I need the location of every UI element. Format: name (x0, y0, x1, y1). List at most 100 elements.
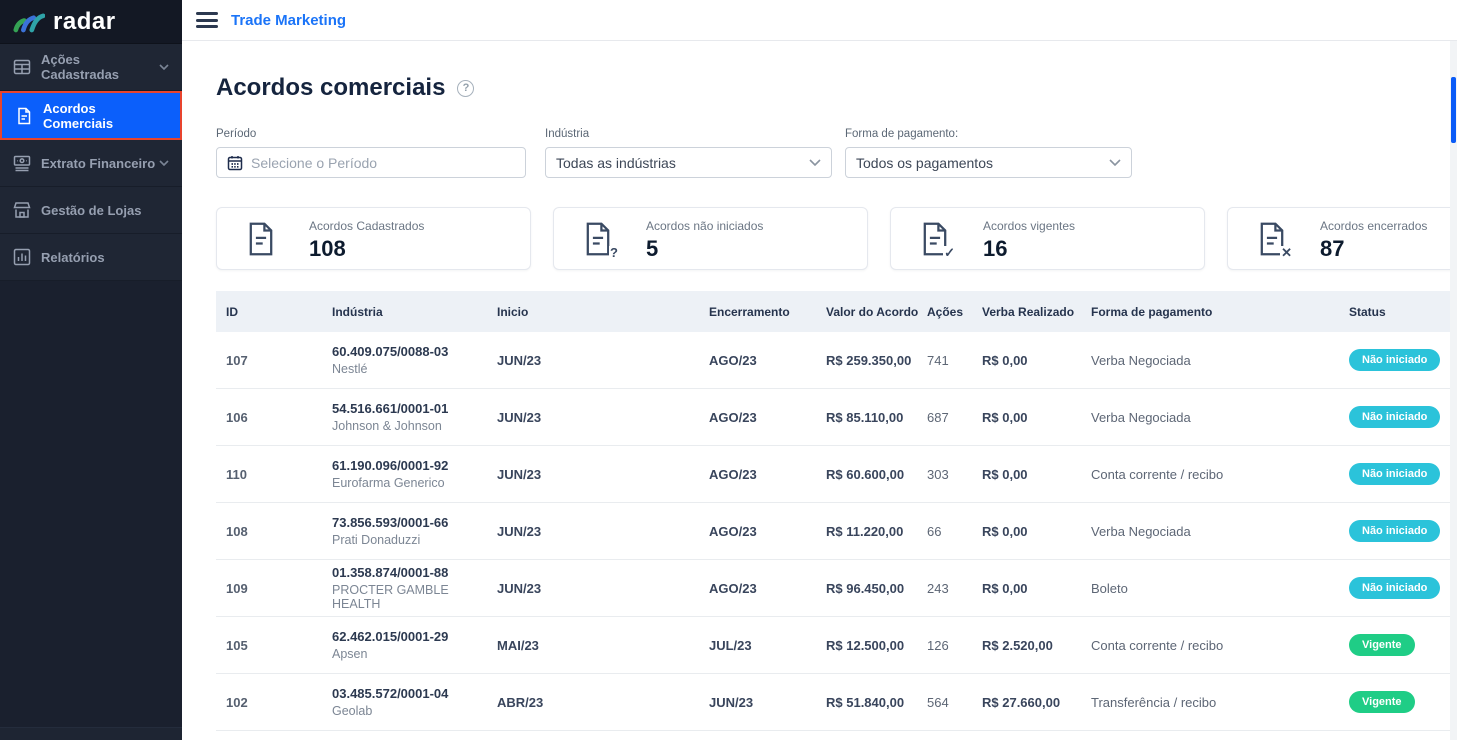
status-badge: Não iniciado (1349, 463, 1441, 485)
store-icon (13, 201, 31, 219)
table-row[interactable]: 110 61.190.096/0001-92 Eurofarma Generic… (216, 446, 1457, 503)
sidebar-nav: Ações Cadastradas Acordos Comerciais (0, 44, 182, 281)
sidebar: radar Ações Cadastradas Acordos Co (0, 0, 182, 740)
filter-pagamento: Forma de pagamento: Todos os pagamentos (845, 128, 1132, 178)
bar-chart-icon (13, 248, 31, 266)
calendar-icon (227, 155, 243, 171)
column-header-id: ID (226, 304, 238, 319)
table-header-row: ID Indústria Inicio Encerramento Valor d… (216, 291, 1457, 332)
column-header-encerramento: Encerramento (709, 304, 790, 319)
period-date-input[interactable]: Selecione o Período (216, 147, 526, 178)
radar-waves-icon (13, 9, 45, 34)
card-label: Acordos Cadastrados (309, 219, 425, 233)
summary-cards: Acordos Cadastrados 108 ? Acordos não in… (216, 207, 1457, 270)
column-header-status: Status (1349, 304, 1386, 319)
logo-text: radar (53, 7, 116, 35)
card-label: Acordos encerrados (1320, 219, 1428, 233)
sidebar-item-label: Gestão de Lojas (41, 202, 142, 218)
filter-label: Indústria (545, 128, 590, 140)
sidebar-item-label: Extrato Financeiro (41, 155, 156, 171)
sidebar-item-acoes-cadastradas[interactable]: Ações Cadastradas (0, 44, 182, 91)
help-icon[interactable]: ? (457, 79, 475, 97)
receipt-icon (13, 154, 31, 172)
card-value: 16 (983, 236, 1008, 261)
status-badge: Vigente (1349, 634, 1415, 656)
company-name: Nestlé (332, 362, 368, 376)
card-value: 5 (646, 236, 659, 261)
scrollbar-thumb[interactable] (1451, 77, 1456, 143)
company-name: Prati Donaduzzi (332, 533, 421, 547)
table-row[interactable]: 108 73.856.593/0001-66 Prati Donaduzzi J… (216, 503, 1457, 560)
filter-periodo: Período Selecione o Período (216, 128, 526, 178)
column-header-inicio: Inicio (497, 304, 529, 319)
cnpj: 60.409.075/0088-03 (332, 344, 449, 359)
filter-label: Período (216, 128, 257, 140)
filter-label: Forma de pagamento: (845, 128, 959, 140)
status-badge: Não iniciado (1349, 577, 1441, 599)
main-content: Acordos comerciais ? Período Selecione o… (182, 41, 1457, 740)
cnpj: 73.856.593/0001-66 (332, 515, 449, 530)
card-acordos-vigentes: ✓ Acordos vigentes 16 (890, 207, 1205, 270)
document-check-icon: ✓ (920, 222, 955, 259)
company-name: Apsen (332, 647, 368, 661)
card-label: Acordos vigentes (983, 219, 1076, 233)
table-row[interactable]: 106 54.516.661/0001-01 Johnson & Johnson… (216, 389, 1457, 446)
table-row[interactable]: 105 62.462.015/0001-29 Apsen MAI/23 JUL/… (216, 617, 1457, 674)
document-icon (246, 222, 276, 256)
cnpj: 62.462.015/0001-29 (332, 629, 449, 644)
column-header-valor: Valor do Acordo (826, 304, 919, 319)
document-x-icon: ✕ (1257, 222, 1292, 259)
sidebar-item-label: Relatórios (41, 249, 105, 265)
cnpj: 54.516.661/0001-01 (332, 401, 449, 416)
table-row[interactable]: 109 01.358.874/0001-88 PROCTER GAMBLE HE… (216, 560, 1457, 617)
company-name: Johnson & Johnson (332, 419, 442, 433)
card-acordos-encerrados: ✕ Acordos encerrados 87 (1227, 207, 1457, 270)
cnpj: 61.190.096/0001-92 (332, 458, 449, 473)
period-placeholder: Selecione o Período (251, 154, 378, 171)
app-logo[interactable]: radar (0, 0, 182, 44)
company-name: Geolab (332, 704, 373, 718)
page-title: Acordos comerciais (216, 74, 446, 101)
card-acordos-nao-iniciados: ? Acordos não iniciados 5 (553, 207, 868, 270)
chevron-down-icon (809, 159, 821, 166)
document-question-icon: ? (583, 222, 618, 259)
payment-select[interactable]: Todos os pagamentos (845, 147, 1132, 178)
column-header-industria: Indústria (332, 304, 383, 319)
table-icon (13, 58, 31, 76)
agreements-table: ID Indústria Inicio Encerramento Valor d… (216, 291, 1457, 731)
column-header-acoes: Ações (927, 304, 964, 319)
sidebar-footer (0, 727, 182, 740)
sidebar-item-gestao-de-lojas[interactable]: Gestão de Lojas (0, 187, 182, 234)
status-badge: Não iniciado (1349, 520, 1441, 542)
card-label: Acordos não iniciados (646, 219, 764, 233)
sidebar-item-relatorios[interactable]: Relatórios (0, 234, 182, 281)
industry-select-value: Todas as indústrias (556, 154, 676, 171)
card-value: 87 (1320, 236, 1345, 261)
card-acordos-cadastrados: Acordos Cadastrados 108 (216, 207, 531, 270)
cnpj: 01.358.874/0001-88 (332, 565, 449, 580)
sidebar-item-label: Acordos Comerciais (43, 100, 114, 131)
chevron-down-icon (159, 64, 169, 70)
company-name: PROCTER GAMBLE HEALTH (332, 583, 449, 611)
breadcrumb[interactable]: Trade Marketing (231, 11, 347, 29)
sidebar-item-extrato-financeiro[interactable]: Extrato Financeiro (0, 140, 182, 187)
scrollbar-track[interactable] (1450, 41, 1457, 740)
table-row[interactable]: 107 60.409.075/0088-03 Nestlé JUN/23 AGO… (216, 332, 1457, 389)
filter-industria: Indústria Todas as indústrias (545, 128, 832, 178)
sidebar-item-label: Ações Cadastradas (41, 52, 120, 82)
status-badge: Não iniciado (1349, 349, 1441, 371)
chevron-down-icon (159, 160, 169, 166)
file-icon (15, 107, 33, 125)
cnpj: 03.485.572/0001-04 (332, 686, 449, 701)
column-header-verba: Verba Realizado (982, 304, 1075, 319)
sidebar-item-acordos-comerciais[interactable]: Acordos Comerciais (0, 91, 182, 140)
industry-select[interactable]: Todas as indústrias (545, 147, 832, 178)
status-badge: Vigente (1349, 691, 1415, 713)
column-header-pagamento: Forma de pagamento (1091, 304, 1213, 319)
topbar: Trade Marketing (182, 0, 1457, 41)
card-value: 108 (309, 236, 346, 261)
table-row[interactable]: 102 03.485.572/0001-04 Geolab ABR/23 JUN… (216, 674, 1457, 731)
payment-select-value: Todos os pagamentos (856, 154, 993, 171)
chevron-down-icon (1109, 159, 1121, 166)
hamburger-menu-icon[interactable] (196, 12, 218, 28)
